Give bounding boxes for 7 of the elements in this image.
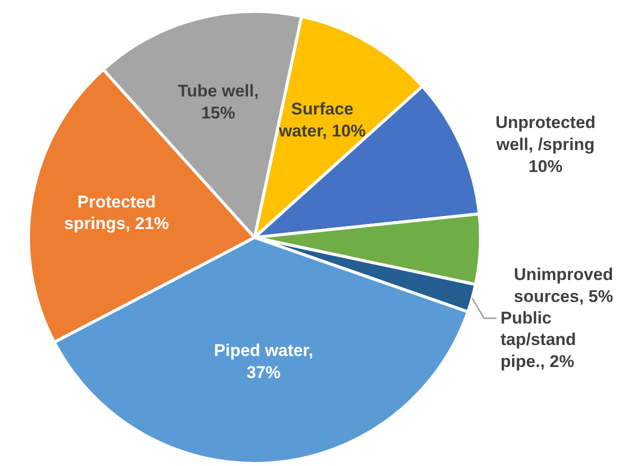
slice-label: Surface water, 10% [278, 100, 366, 140]
slice-label: Unimproved sources, 5% [514, 265, 614, 306]
slice-label: Piped water, 37% [214, 341, 314, 382]
slice-label: Tube well, 15% [178, 82, 259, 123]
slice-label: Protected springs, 21% [64, 192, 170, 234]
slice-label: Public tap/stand pipe., 2% [500, 308, 576, 371]
slice-label: Unprotected well, /spring 10% [495, 113, 596, 176]
